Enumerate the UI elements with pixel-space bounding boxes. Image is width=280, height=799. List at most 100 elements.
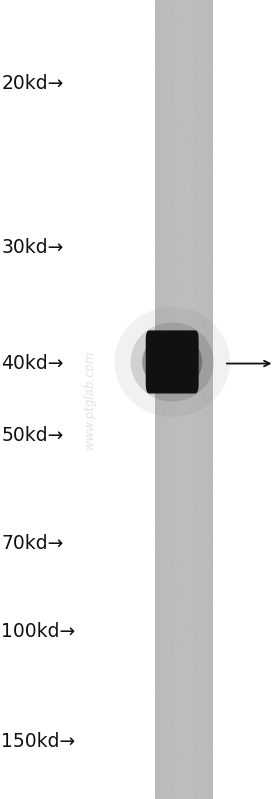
Ellipse shape [142,333,202,391]
Bar [211,0,212,799]
Bar [206,0,207,799]
Bar [170,0,171,799]
Bar [209,0,210,799]
Bar [193,0,194,799]
Bar [176,0,177,799]
Bar [181,0,182,799]
FancyBboxPatch shape [146,331,199,393]
Bar [155,0,156,799]
Bar [206,0,207,799]
Bar [191,0,192,799]
Bar [156,0,157,799]
Bar [194,0,195,799]
Bar [185,0,186,799]
Bar [211,0,212,799]
Bar [183,0,184,799]
Bar [182,0,183,799]
Bar [173,0,174,799]
Bar [198,0,199,799]
Bar [188,0,189,799]
Bar [166,0,167,799]
Bar [170,0,171,799]
Bar [183,0,184,799]
Bar [204,0,205,799]
Bar [187,0,188,799]
Bar [194,0,195,799]
Text: 40kd→: 40kd→ [1,354,64,373]
Bar [201,0,202,799]
Bar [163,0,164,799]
Text: 150kd→: 150kd→ [1,732,76,751]
Bar [208,0,209,799]
Bar [182,0,183,799]
Bar [178,0,179,799]
Bar [174,0,175,799]
Bar [158,0,159,799]
Bar [159,0,160,799]
Bar [203,0,204,799]
Bar [194,0,195,799]
Bar [188,0,189,799]
Text: 100kd→: 100kd→ [1,622,76,641]
Bar [167,0,168,799]
Bar [205,0,206,799]
Bar [162,0,163,799]
Ellipse shape [115,307,230,417]
Bar [180,0,181,799]
Bar [207,0,208,799]
Bar [162,0,163,799]
Bar [177,0,178,799]
Bar [212,0,213,799]
Bar [197,0,198,799]
Bar [189,0,190,799]
Bar [163,0,164,799]
Bar [186,0,187,799]
Bar [191,0,192,799]
Text: 30kd→: 30kd→ [1,238,64,257]
Bar [176,0,177,799]
Bar [202,0,203,799]
Bar [188,0,189,799]
Bar [203,0,204,799]
Bar [173,0,174,799]
Bar [160,0,161,799]
Bar [169,0,170,799]
Bar [183,0,184,799]
Bar [209,0,210,799]
Bar [165,0,166,799]
Bar [175,0,176,799]
Text: 50kd→: 50kd→ [1,426,64,445]
Bar [191,0,192,799]
Bar [202,0,203,799]
Bar [180,0,181,799]
Bar [205,0,206,799]
Bar [166,0,167,799]
Bar [160,0,161,799]
Bar [186,0,187,799]
Bar [179,0,180,799]
Bar [175,0,176,799]
Bar [165,0,166,799]
Bar [178,0,179,799]
Bar [192,0,193,799]
Bar [185,0,186,799]
Bar [189,0,190,799]
Bar [208,0,209,799]
Bar [179,0,180,799]
Bar [174,0,175,799]
Bar [198,0,199,799]
Bar [195,0,196,799]
Bar [209,0,210,799]
Bar [165,0,166,799]
Bar [173,0,174,799]
Bar [200,0,201,799]
Ellipse shape [130,322,214,401]
Bar [185,0,186,799]
Bar [161,0,162,799]
Bar [200,0,201,799]
Bar [170,0,171,799]
Bar [157,0,158,799]
Bar [172,0,173,799]
Text: 20kd→: 20kd→ [1,74,64,93]
Bar [156,0,157,799]
